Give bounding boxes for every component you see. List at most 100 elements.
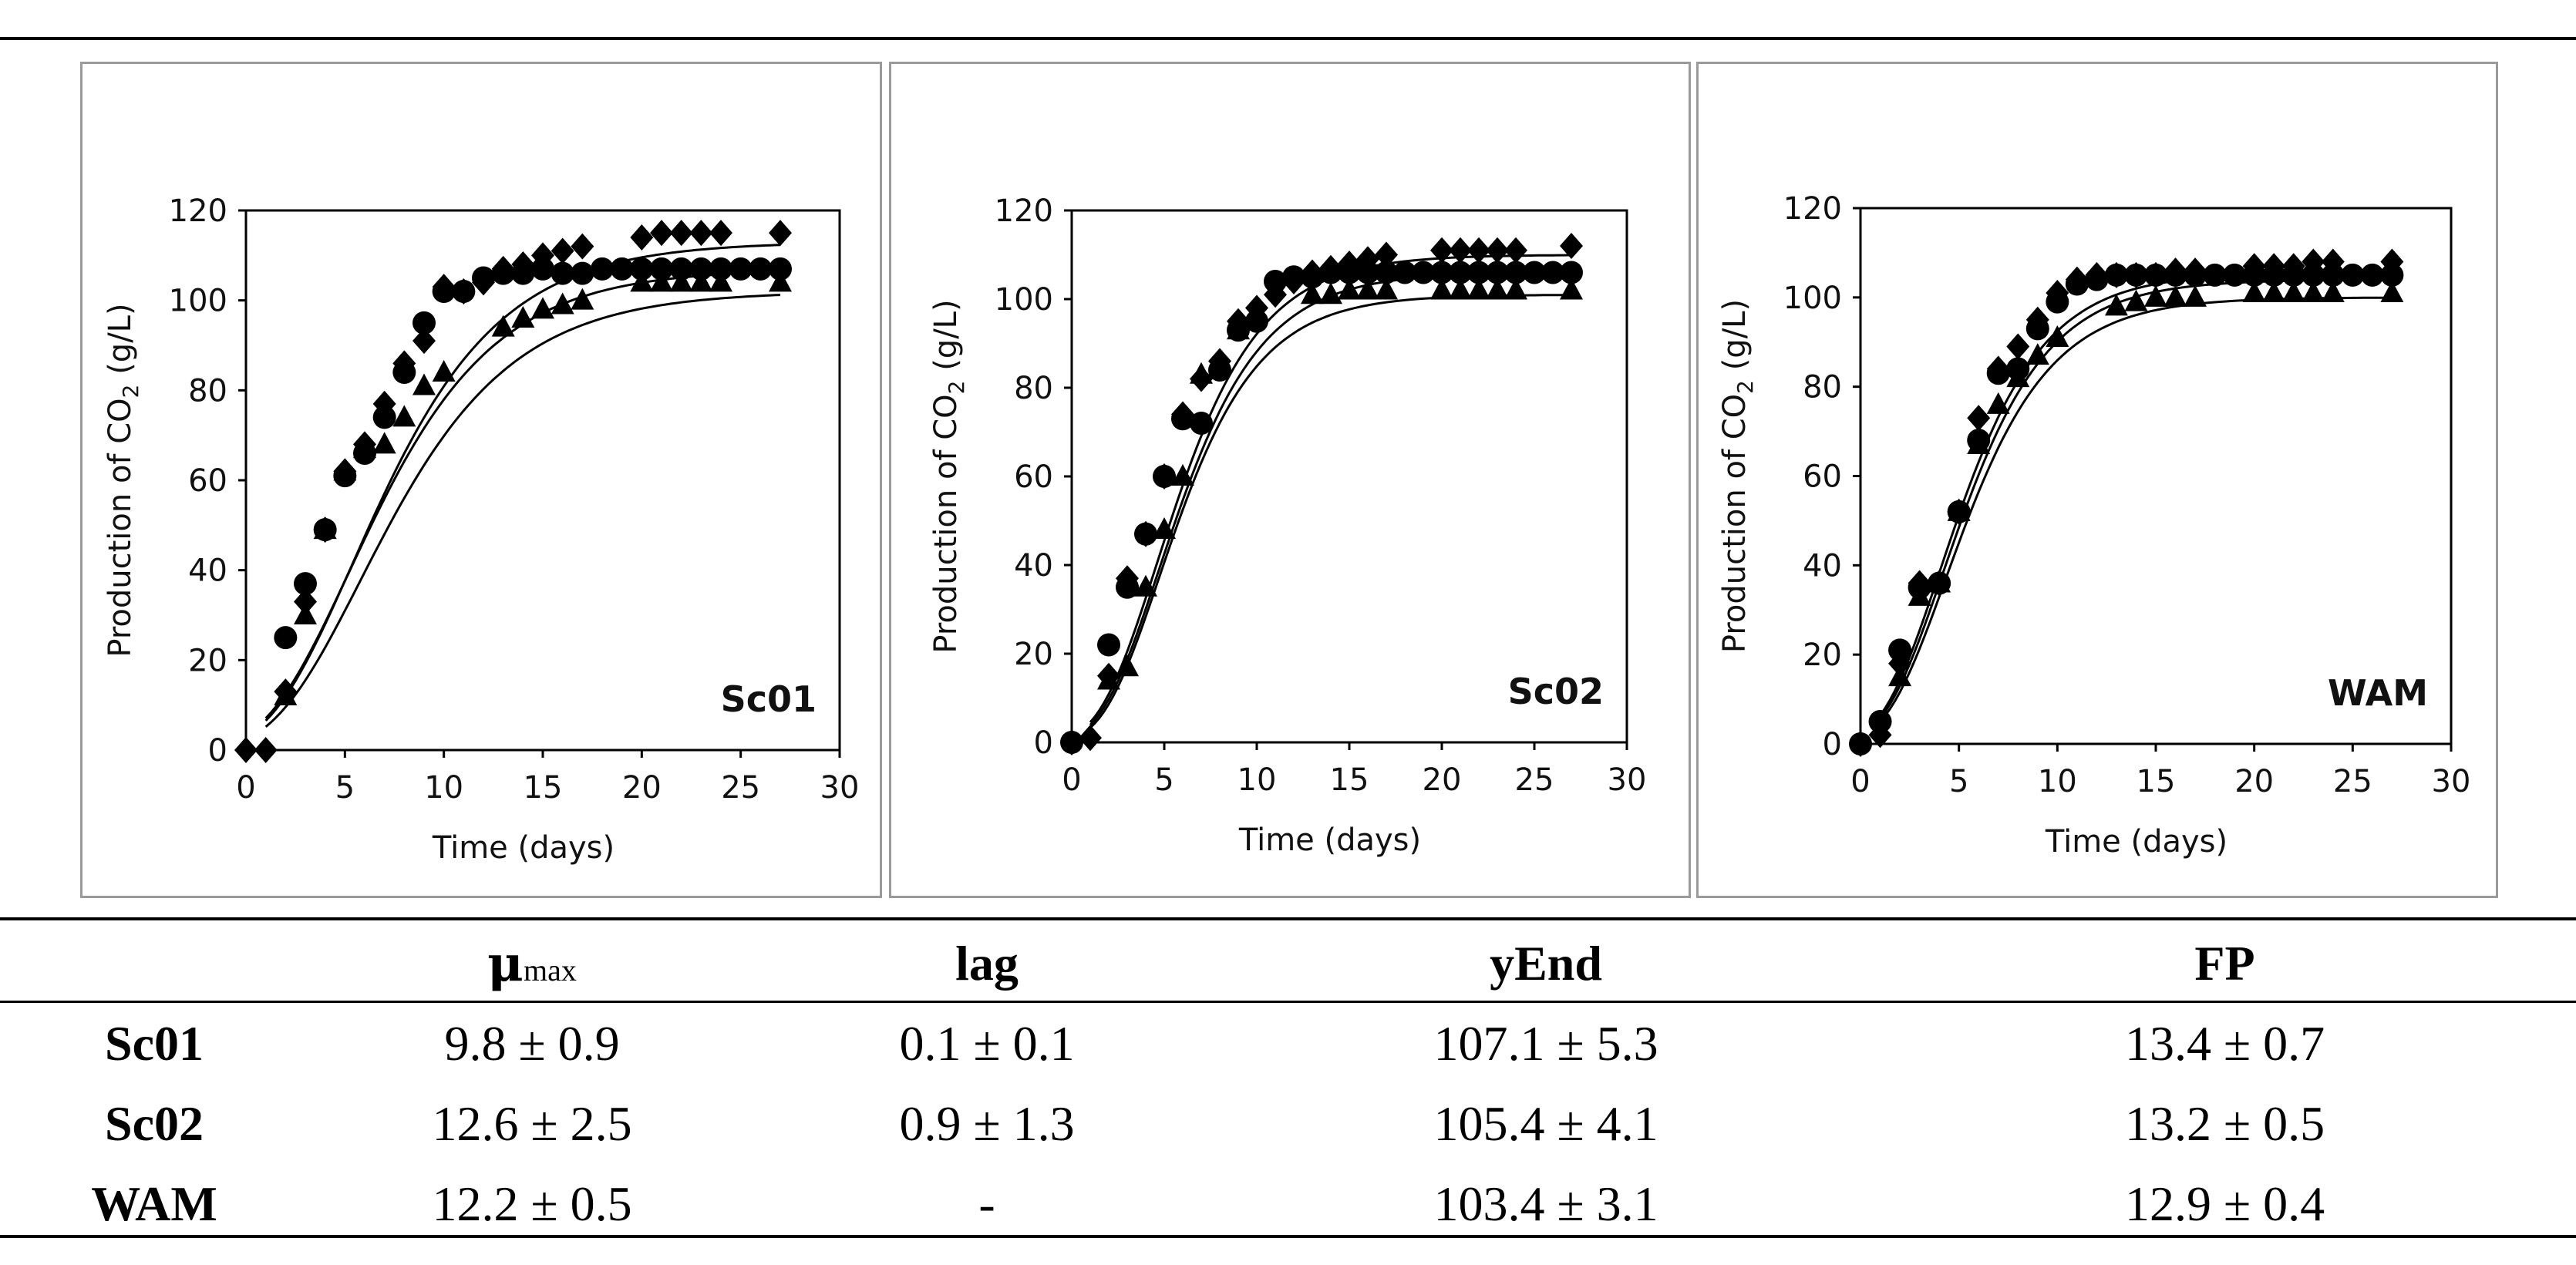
diamond-point <box>689 220 713 247</box>
x-axis-label: Time (days) <box>432 830 615 866</box>
header-lag: lag <box>955 936 1019 991</box>
x-tick-label: 30 <box>1608 762 1647 798</box>
circle-point <box>769 257 792 281</box>
triangle-point <box>1097 668 1120 690</box>
triangle-point <box>1245 300 1268 322</box>
circle-point <box>1393 261 1416 284</box>
x-tick-label: 30 <box>2432 764 2471 799</box>
x-axis-label: Time (days) <box>1238 823 1421 858</box>
circle-point <box>630 257 654 281</box>
triangle-point <box>1116 654 1139 677</box>
circle-point <box>2203 263 2227 287</box>
circle-point <box>1523 261 1546 284</box>
triangle-point <box>669 270 693 292</box>
x-tick-label: 5 <box>335 770 355 806</box>
diamond-point <box>650 220 673 247</box>
diamond-point <box>1430 237 1453 264</box>
circle-point <box>1301 265 1324 289</box>
circle-point <box>551 261 574 285</box>
circle-point <box>2164 263 2187 287</box>
triangle-point <box>392 405 416 427</box>
circle-point <box>2065 272 2089 296</box>
circle-point <box>1116 575 1139 599</box>
circle-point <box>650 257 673 281</box>
y-tick-label: 20 <box>1803 638 1842 673</box>
cell-mu: 12.6 ± 2.5 <box>432 1096 632 1151</box>
triangle-point <box>2104 294 2128 316</box>
circle-point <box>1319 261 1342 284</box>
diamond-point <box>254 737 278 763</box>
triangle-point <box>333 459 357 481</box>
top-rule <box>0 37 2576 40</box>
triangle-point <box>412 373 436 395</box>
y-tick-label: 60 <box>1014 459 1053 495</box>
circle-point <box>372 405 396 429</box>
circle-point <box>511 261 535 285</box>
x-axis-label: Time (days) <box>2045 824 2227 860</box>
diamond-point <box>1467 237 1490 264</box>
y-tick-label: 80 <box>188 373 227 409</box>
triangle-point <box>1986 392 2010 414</box>
triangle-point <box>1338 278 1361 300</box>
x-tick-label: 5 <box>1949 764 1968 799</box>
triangle-point <box>1356 278 1379 300</box>
circle-point <box>2360 263 2384 287</box>
circle-point <box>610 257 634 281</box>
x-tick-label: 10 <box>2038 764 2077 799</box>
circle-point <box>452 280 476 303</box>
cell-lag: - <box>978 1176 995 1231</box>
panel-label: Sc02 <box>1508 671 1604 712</box>
circle-point <box>392 361 416 384</box>
y-tick-label: 100 <box>995 282 1053 318</box>
circle-point <box>2025 317 2049 341</box>
y-tick-label: 20 <box>188 643 227 678</box>
triangle-point <box>353 436 376 459</box>
diamond-point <box>1079 725 1102 752</box>
circle-point <box>274 626 298 650</box>
header-yend: yEnd <box>1490 936 1602 991</box>
diamond-point <box>1504 237 1527 264</box>
header-fp: FP <box>2194 936 2255 991</box>
triangle-point <box>2006 365 2030 388</box>
triangle-point <box>1190 362 1213 384</box>
y-axis-label: Production of CO2 (g/L) <box>103 303 143 657</box>
triangle-point <box>571 288 594 310</box>
x-tick-label: 25 <box>2333 764 2372 799</box>
circle-point <box>2085 267 2109 291</box>
circle-point <box>1430 261 1453 284</box>
fit-low-line <box>264 294 781 728</box>
diamond-point <box>294 588 317 615</box>
circle-point <box>531 257 554 281</box>
triangle-point <box>2046 325 2069 347</box>
fit-low-line <box>1089 294 1571 729</box>
circle-point <box>2046 290 2069 314</box>
x-tick-label: 20 <box>2234 764 2274 799</box>
table-row: WAM 12.2 ± 0.5 - 103.4 ± 3.1 12.9 ± 0.4 <box>0 1164 2576 1244</box>
triangle-point <box>1134 574 1157 597</box>
circle-point <box>1888 638 1912 662</box>
triangle-point <box>2124 289 2148 311</box>
table-row: Sc02 12.6 ± 2.5 0.9 ± 1.3 105.4 ± 4.1 13… <box>0 1084 2576 1164</box>
circle-point <box>709 257 732 281</box>
x-tick-label: 20 <box>622 770 662 806</box>
circle-point <box>294 572 317 596</box>
triangle-point <box>1888 664 1912 687</box>
cell-lag: 0.9 ± 1.3 <box>899 1096 1075 1151</box>
x-tick-label: 15 <box>1330 762 1369 798</box>
chart-sc02: 0 5 10 15 20 25 30 0 20 40 60 80 100 120 Time (days) Pr… <box>928 193 1647 858</box>
triangle-point <box>1486 278 1509 300</box>
triangle-point <box>1171 464 1194 486</box>
circle-point <box>749 257 773 281</box>
triangle-point <box>1908 584 1931 606</box>
triangle-point <box>2242 281 2266 303</box>
circle-point <box>2242 263 2266 287</box>
circle-point <box>2302 263 2325 287</box>
circle-point <box>412 311 436 335</box>
diamond-point <box>234 737 258 763</box>
y-tick-label: 0 <box>208 733 227 769</box>
circle-point <box>1541 261 1564 284</box>
triangle-point <box>1928 570 1951 593</box>
triangle-point <box>1504 278 1527 300</box>
triangle-point <box>2262 281 2286 303</box>
x-tick-label: 0 <box>1850 764 1870 799</box>
